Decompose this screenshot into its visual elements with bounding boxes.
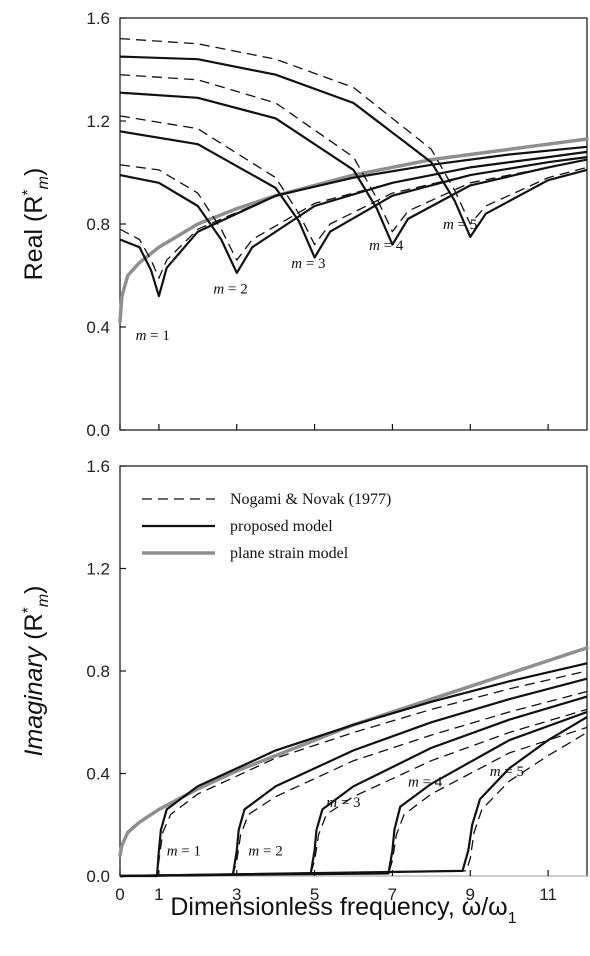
solid-curve-m2: [119, 150, 588, 274]
y-tick-label: 1.2: [86, 112, 110, 131]
solid-curve-m5: [119, 55, 588, 238]
x-tick-label: 11: [539, 885, 557, 904]
solid-curve-m1: [120, 662, 588, 878]
y-axis-title: Real (R*m): [20, 168, 52, 281]
y-tick-label: 0.8: [86, 215, 110, 234]
legend-label-1: Nogami & Novak (1977): [230, 491, 391, 508]
x-tick-label: 1: [154, 885, 163, 904]
dashed-curve-m4: [119, 726, 588, 877]
mode-label-m3: m = 3: [326, 795, 360, 811]
solid-curve-m3: [119, 695, 588, 878]
mode-label-m2: m = 2: [213, 282, 247, 298]
solid-curve-m5: [119, 716, 588, 878]
y-tick-label: 1.2: [86, 560, 110, 579]
x-tick-label: 0: [115, 885, 124, 904]
mode-label-m5: m = 5: [443, 217, 477, 233]
dashed-curve-m4: [119, 74, 588, 233]
mode-label-m4: m = 4: [369, 238, 404, 254]
dashed-curve-m1: [120, 670, 588, 877]
x-axis-title: Dimensionless frequency, ω/ω1: [170, 893, 516, 927]
x-tick-label: 7: [388, 885, 397, 904]
legend-label-2: proposed model: [230, 518, 333, 535]
solid-curve-m4: [119, 91, 588, 246]
x-tick-label: 5: [310, 885, 319, 904]
mode-label-m1: m = 1: [167, 844, 201, 860]
y-axis-title: Imaginary (R*m): [20, 586, 52, 757]
dashed-curve-m5: [119, 37, 588, 225]
real-part-panel: 0.0 0.4 0.8 1.2 1.6 m = 1 m = 2 m = 3 m = 4 m = 5…: [20, 9, 589, 440]
mode-label-m4: m = 4: [408, 774, 443, 790]
legend-label-3: plane strain model: [230, 545, 349, 562]
imaginary-part-panel: 0.0 0.4 0.8 1.2 1.6 0 1 3 5 7 9 11 m = 1 m = 2 m = 3 m …: [20, 457, 589, 927]
y-tick-label: 0.0: [86, 421, 110, 440]
x-tick-label: 9: [466, 885, 475, 904]
solid-curve-m4: [119, 710, 588, 878]
x-tick-label: 3: [232, 885, 241, 904]
legend: Nogami & Novak (1977) proposed model plane…: [142, 491, 391, 562]
mode-label-m2: m = 2: [248, 844, 282, 860]
y-tick-label: 0.4: [86, 765, 110, 784]
dashed-curve-m3: [119, 115, 588, 246]
solid-curve-m1: [119, 145, 588, 298]
y-tick-label: 1.6: [86, 457, 110, 476]
y-tick-label: 1.6: [86, 9, 110, 28]
solid-curve-m3: [119, 130, 588, 259]
y-tick-label: 0.8: [86, 662, 110, 681]
mode-label-m3: m = 3: [291, 256, 325, 272]
y-tick-label: 0.0: [86, 867, 110, 886]
dashed-curve-m5: [119, 731, 588, 877]
y-tick-label: 0.4: [86, 318, 110, 337]
dashed-curve-m1: [119, 146, 588, 279]
plane-strain-curve: [118, 646, 589, 858]
mode-label-m1: m = 1: [136, 328, 170, 344]
mode-label-m5: m = 5: [490, 764, 524, 780]
plane-strain-curve: [118, 137, 589, 324]
dashed-curve-m2: [119, 151, 588, 261]
solid-curve-m2: [119, 677, 588, 878]
